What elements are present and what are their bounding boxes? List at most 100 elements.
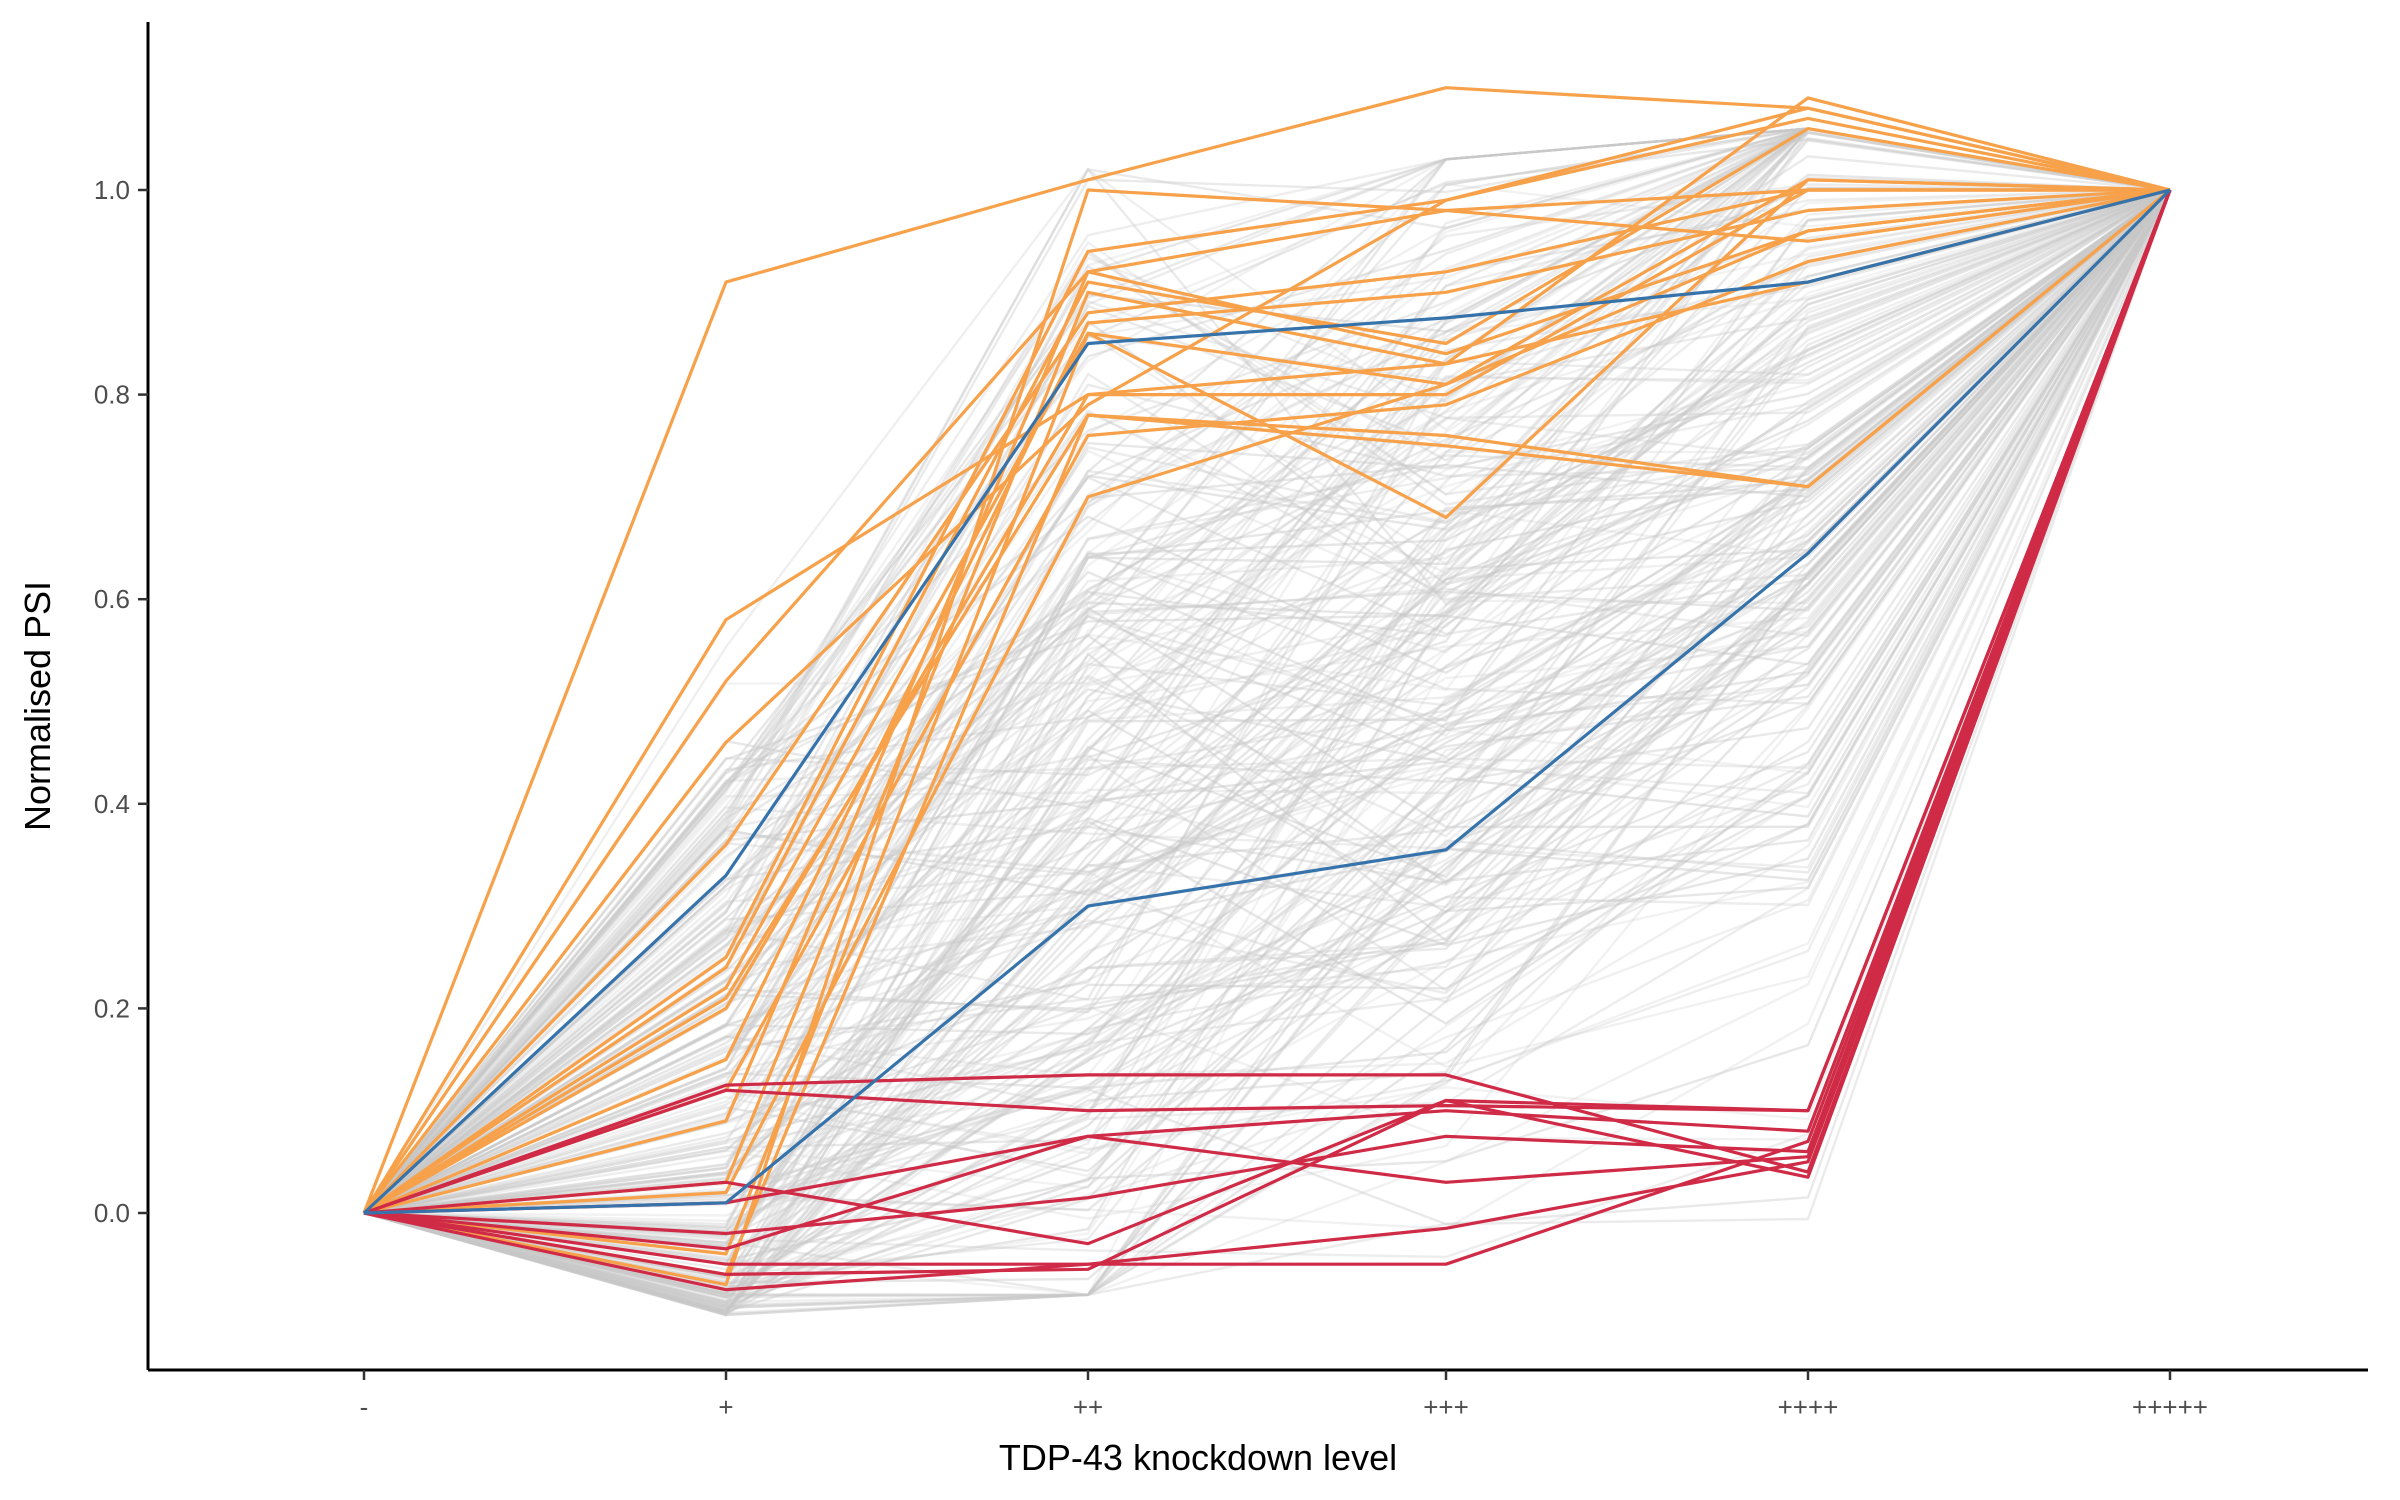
background-series-line	[363, 189, 2171, 1303]
background-series-line	[363, 189, 2172, 1305]
background-series-line	[363, 188, 2171, 1214]
background-series-line	[363, 189, 2171, 1306]
background-series-line	[363, 189, 2171, 1215]
background-series-line	[363, 189, 2171, 1215]
background-series-line	[363, 188, 2171, 1297]
background-series-line	[363, 189, 2171, 1214]
background-series-line	[363, 189, 2171, 1215]
background-series-line	[363, 188, 2171, 1289]
background-series-line	[363, 188, 2171, 1215]
background-series-line	[363, 189, 2171, 1316]
background-series-line	[363, 189, 2172, 1226]
background-series-line	[363, 167, 2171, 1214]
background-series-line	[363, 188, 2171, 1214]
background-series-line	[363, 189, 2171, 1214]
background-series-line	[363, 189, 2172, 1315]
series-line-orange	[363, 188, 2170, 1215]
background-series-line	[363, 189, 2171, 1215]
background-series-line	[363, 189, 2171, 1214]
series-line-red	[363, 189, 2172, 1292]
background-series-line	[363, 188, 2171, 1214]
background-series-line	[363, 189, 2171, 1214]
background-series-line	[363, 189, 2172, 1214]
background-series-line	[363, 188, 2171, 1215]
background-series-line	[363, 189, 2171, 1295]
background-series-line	[363, 188, 2171, 1215]
background-series-line	[363, 189, 2172, 1304]
background-series-line	[363, 189, 2171, 1215]
background-series-line	[363, 189, 2171, 1306]
y-axis-title: Normalised PSI	[17, 581, 58, 831]
background-series-line	[363, 186, 2171, 1215]
x-tick-label: -	[360, 1392, 369, 1422]
background-series-line	[363, 188, 2171, 1215]
background-series-line	[363, 189, 2171, 1215]
background-series-line	[363, 188, 2171, 1317]
background-series-line	[363, 189, 2172, 1215]
y-tick-label: 0.0	[94, 1198, 130, 1228]
background-series-line	[363, 189, 2171, 1214]
background-series-line	[363, 188, 2171, 1314]
background-series-line	[363, 189, 2172, 1271]
background-series-line	[363, 188, 2171, 1217]
background-series-line	[363, 189, 2171, 1314]
background-series-line	[363, 189, 2172, 1315]
x-ticks: - + ++ +++ ++++ +++++	[360, 1370, 2208, 1422]
background-series-line	[363, 188, 2171, 1313]
x-tick-label: +++	[1423, 1392, 1469, 1422]
background-series-line	[363, 189, 2171, 1214]
background-series-line	[363, 131, 2171, 1215]
highlighted-series-group	[362, 86, 2172, 1292]
background-series-line	[363, 189, 2171, 1280]
x-axis-title: TDP-43 knockdown level	[999, 1437, 1397, 1478]
background-series-line	[363, 189, 2172, 1215]
background-series-line	[363, 173, 2171, 1215]
series-line-blue	[362, 188, 2171, 1215]
background-series-line	[363, 188, 2171, 1232]
background-series-line	[363, 188, 2171, 1309]
background-series-line	[363, 189, 2171, 1248]
series-line-orange	[362, 96, 2171, 1214]
background-series-line	[363, 189, 2171, 1215]
y-ticks: 0.0 0.2 0.4 0.6 0.8 1.0	[94, 175, 148, 1228]
background-series-line	[363, 189, 2171, 1214]
background-series-line	[363, 189, 2171, 1215]
series-line-orange	[363, 106, 2171, 1215]
background-series-line	[363, 189, 2172, 1317]
background-series-line	[363, 189, 2172, 1215]
series-line-blue	[363, 188, 2172, 1215]
background-series-line	[363, 189, 2172, 1214]
background-series-line	[363, 189, 2171, 1215]
background-series-line	[363, 188, 2171, 1215]
background-series-line	[363, 189, 2171, 1214]
background-series-line	[363, 189, 2171, 1214]
background-series-line	[363, 136, 2171, 1215]
background-series-line	[363, 189, 2171, 1278]
background-series-line	[363, 189, 2171, 1215]
background-series-line	[363, 188, 2171, 1316]
background-series-line	[363, 188, 2171, 1214]
background-series-line	[363, 189, 2171, 1214]
background-series-line	[363, 189, 2172, 1309]
background-series-line	[363, 189, 2171, 1215]
background-series-line	[363, 188, 2171, 1312]
background-series-line	[363, 139, 2171, 1215]
background-series-line	[363, 188, 2171, 1295]
background-series-line	[363, 189, 2171, 1214]
background-series-line	[363, 189, 2172, 1214]
background-series-line	[363, 189, 2172, 1214]
background-series-line	[363, 189, 2171, 1223]
background-series-line	[363, 188, 2171, 1215]
background-series-line	[363, 189, 2172, 1215]
y-tick-label: 1.0	[94, 175, 130, 205]
series-line-red	[363, 189, 2172, 1266]
background-series-line	[363, 189, 2171, 1214]
x-tick-label: ++++	[1778, 1392, 1839, 1422]
y-tick-label: 0.4	[94, 789, 130, 819]
background-series-line	[363, 189, 2172, 1308]
y-tick-label: 0.8	[94, 380, 130, 410]
background-series-line	[363, 189, 2171, 1214]
background-series-line	[363, 189, 2171, 1215]
background-series-line	[363, 188, 2171, 1314]
